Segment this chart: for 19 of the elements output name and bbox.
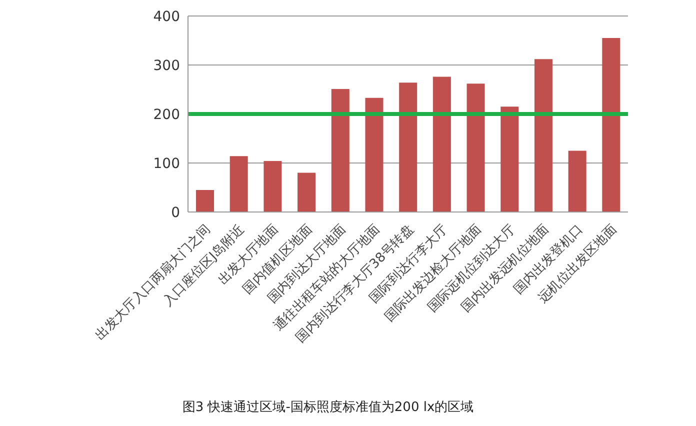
bar	[298, 172, 316, 212]
y-tick-label: 200	[153, 106, 180, 123]
bar	[500, 106, 519, 212]
bar	[264, 161, 282, 212]
bar	[568, 150, 586, 212]
y-tick-label: 300	[153, 58, 180, 74]
bar	[534, 59, 552, 212]
bar	[399, 82, 418, 212]
bar	[230, 156, 248, 212]
caption: 图3 快速通过区域-国标照度标准值为200 lx的区域	[181, 399, 475, 416]
y-tick-label: 0	[171, 204, 180, 221]
bar	[466, 84, 485, 212]
bar	[602, 38, 620, 212]
bar	[432, 76, 451, 212]
bar	[365, 98, 384, 212]
bar	[331, 89, 350, 212]
bar	[196, 190, 214, 212]
y-tick-label: 100	[153, 156, 180, 172]
y-tick-label: 400	[153, 8, 180, 25]
